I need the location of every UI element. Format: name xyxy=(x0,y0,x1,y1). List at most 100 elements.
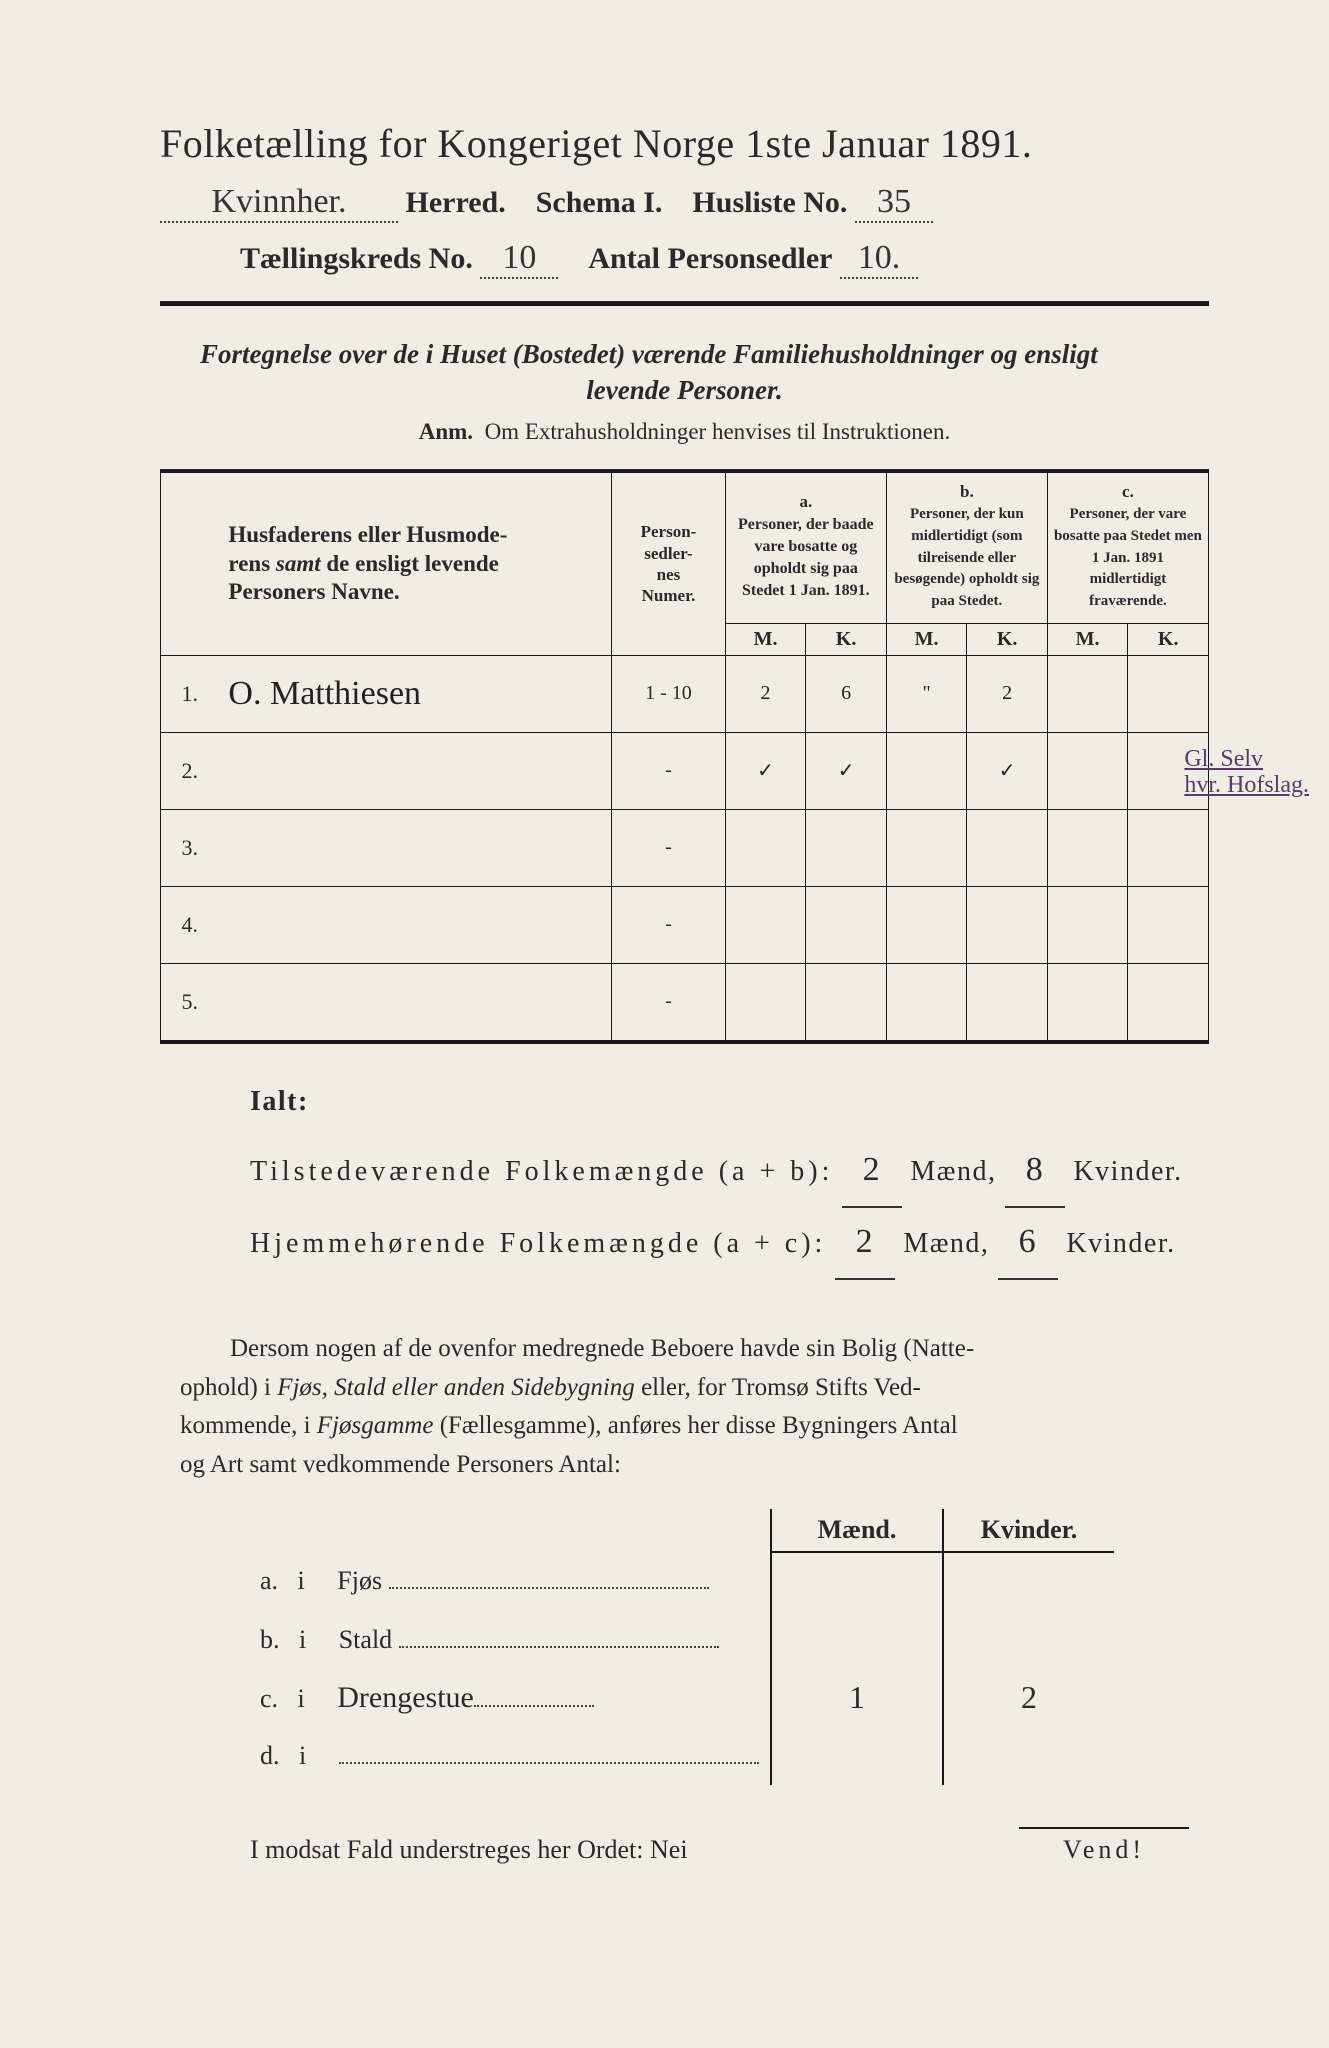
b-m-cell xyxy=(886,886,967,963)
group-a-text: Personer, der baade vare bosatte og opho… xyxy=(738,516,874,599)
anm-line: Anm. Om Extrahusholdninger henvises til … xyxy=(160,419,1209,445)
row-number: 3. xyxy=(161,809,219,886)
mk-head: K. xyxy=(1128,623,1209,655)
ps-cell: - xyxy=(612,809,726,886)
row-number: 1. xyxy=(161,655,219,732)
census-table: Husfaderens eller Husmode-rens samt de e… xyxy=(160,469,1209,1044)
ps-cell: - xyxy=(612,963,726,1042)
building-k-cell xyxy=(943,1727,1114,1785)
b-m-cell xyxy=(886,963,967,1042)
a-m-cell: 2 xyxy=(725,655,806,732)
building-m-cell xyxy=(771,1611,943,1669)
b-k-cell: 2 xyxy=(967,655,1048,732)
group-b-label: b. xyxy=(960,482,974,501)
vend-label: Vend! xyxy=(1019,1827,1189,1865)
mk-head: M. xyxy=(1047,623,1128,655)
kvinder-label: Kvinder. xyxy=(1066,1228,1175,1259)
hjemme-m: 2 xyxy=(835,1208,895,1280)
totals-line-2: Hjemmehørende Folkemængde (a + c): 2 Mæn… xyxy=(250,1208,1209,1280)
building-k-cell: 2 xyxy=(943,1669,1114,1727)
name-cell xyxy=(218,732,611,809)
b-m-cell xyxy=(886,809,967,886)
b-k-cell xyxy=(967,809,1048,886)
kreds-value: 10 xyxy=(480,241,558,279)
building-k-cell xyxy=(943,1552,1114,1611)
ps-cell: 1 - 10 xyxy=(612,655,726,732)
group-a-head: a. Personer, der baade vare bosatte og o… xyxy=(725,471,886,619)
tilstede-m: 2 xyxy=(842,1136,902,1208)
c-k-cell xyxy=(1128,655,1209,732)
mk-head: K. xyxy=(806,623,887,655)
margin-note-l2: hvr. Hofslag. xyxy=(1184,772,1309,798)
divider xyxy=(160,301,1209,306)
maend-label: Mænd, xyxy=(903,1228,989,1259)
totals-block: Ialt: Tilstedeværende Folkemængde (a + b… xyxy=(250,1074,1209,1280)
c-m-cell xyxy=(1047,655,1128,732)
name-cell xyxy=(218,963,611,1042)
a-m-cell: ✓ xyxy=(725,732,806,809)
group-c-head: c. Personer, der vare bosatte paa Stedet… xyxy=(1047,471,1208,619)
tilstede-k: 8 xyxy=(1005,1136,1065,1208)
building-k-cell xyxy=(943,1611,1114,1669)
personsedler-label: Antal Personsedler xyxy=(588,242,832,275)
a-m-cell xyxy=(725,886,806,963)
c-k-cell xyxy=(1128,886,1209,963)
a-k-cell: ✓ xyxy=(806,732,887,809)
dersom-paragraph: Dersom nogen af de ovenfor medregnede Be… xyxy=(180,1330,1189,1485)
col-names-head: Husfaderens eller Husmode-rens samt de e… xyxy=(218,471,611,656)
ps-cell: - xyxy=(612,886,726,963)
group-b-head: b. Personer, der kun midlertidigt (som t… xyxy=(886,471,1047,619)
buildings-block: Mænd. Kvinder. a. i Fjøs b. i Stald c. i… xyxy=(250,1509,1209,1785)
name-cell xyxy=(218,886,611,963)
group-c-label: c. xyxy=(1122,482,1134,501)
herred-label: Herred. xyxy=(406,186,506,219)
group-b-text: Personer, der kun midlertidigt (som tilr… xyxy=(894,506,1039,609)
kvinder-label: Kvinder. xyxy=(1073,1156,1182,1187)
c-m-cell xyxy=(1047,886,1128,963)
totals-line-1: Tilstedeværende Folkemængde (a + b): 2 M… xyxy=(250,1136,1209,1208)
c-m-cell xyxy=(1047,963,1128,1042)
a-k-cell xyxy=(806,809,887,886)
ps-cell: - xyxy=(612,732,726,809)
husliste-value: 35 xyxy=(855,185,933,223)
kreds-label: Tællingskreds No. xyxy=(240,242,473,275)
maend-label: Mænd, xyxy=(910,1156,996,1187)
fortegnelse-line1: Fortegnelse over de i Huset (Bostedet) v… xyxy=(200,339,1098,369)
c-k-cell xyxy=(1128,963,1209,1042)
c-m-cell xyxy=(1047,809,1128,886)
b-k-cell xyxy=(967,963,1048,1042)
building-row-label: d. i xyxy=(250,1727,771,1785)
a-k-cell xyxy=(806,886,887,963)
header-line-1: Kvinnher. Herred. Schema I. Husliste No.… xyxy=(160,185,1209,223)
margin-note: Gl. Selv hvr. Hofslag. xyxy=(1184,746,1309,799)
hjemme-k: 6 xyxy=(998,1208,1058,1280)
mk-head: M. xyxy=(725,623,806,655)
buildings-head-m: Mænd. xyxy=(771,1509,943,1552)
herred-value: Kvinnher. xyxy=(160,185,398,223)
page-title: Folketælling for Kongeriget Norge 1ste J… xyxy=(160,120,1209,167)
a-k-cell: 6 xyxy=(806,655,887,732)
a-k-cell xyxy=(806,963,887,1042)
name-cell xyxy=(218,809,611,886)
fortegnelse-line2: levende Personer. xyxy=(200,372,1169,408)
col-personsedler-head: Person-sedler-nesNumer. xyxy=(612,471,726,656)
building-row-label: b. i Stald xyxy=(250,1611,771,1669)
mk-head: K. xyxy=(967,623,1048,655)
fortegnelse-text: Fortegnelse over de i Huset (Bostedet) v… xyxy=(200,336,1169,409)
a-m-cell xyxy=(725,809,806,886)
building-m-cell xyxy=(771,1727,943,1785)
c-m-cell xyxy=(1047,732,1128,809)
ialt-label: Ialt: xyxy=(250,1074,1209,1130)
header-line-2: Tællingskreds No. 10 Antal Personsedler … xyxy=(160,241,1209,279)
b-k-cell: ✓ xyxy=(967,732,1048,809)
a-m-cell xyxy=(725,963,806,1042)
group-c-text: Personer, der vare bosatte paa Stedet me… xyxy=(1054,506,1202,609)
c-k-cell xyxy=(1128,809,1209,886)
hjemme-label: Hjemmehørende Folkemængde (a + c): xyxy=(250,1228,826,1259)
row-number: 4. xyxy=(161,886,219,963)
b-k-cell xyxy=(967,886,1048,963)
building-m-cell: 1 xyxy=(771,1669,943,1727)
mk-head: M. xyxy=(886,623,967,655)
building-m-cell xyxy=(771,1552,943,1611)
row-number: 5. xyxy=(161,963,219,1042)
